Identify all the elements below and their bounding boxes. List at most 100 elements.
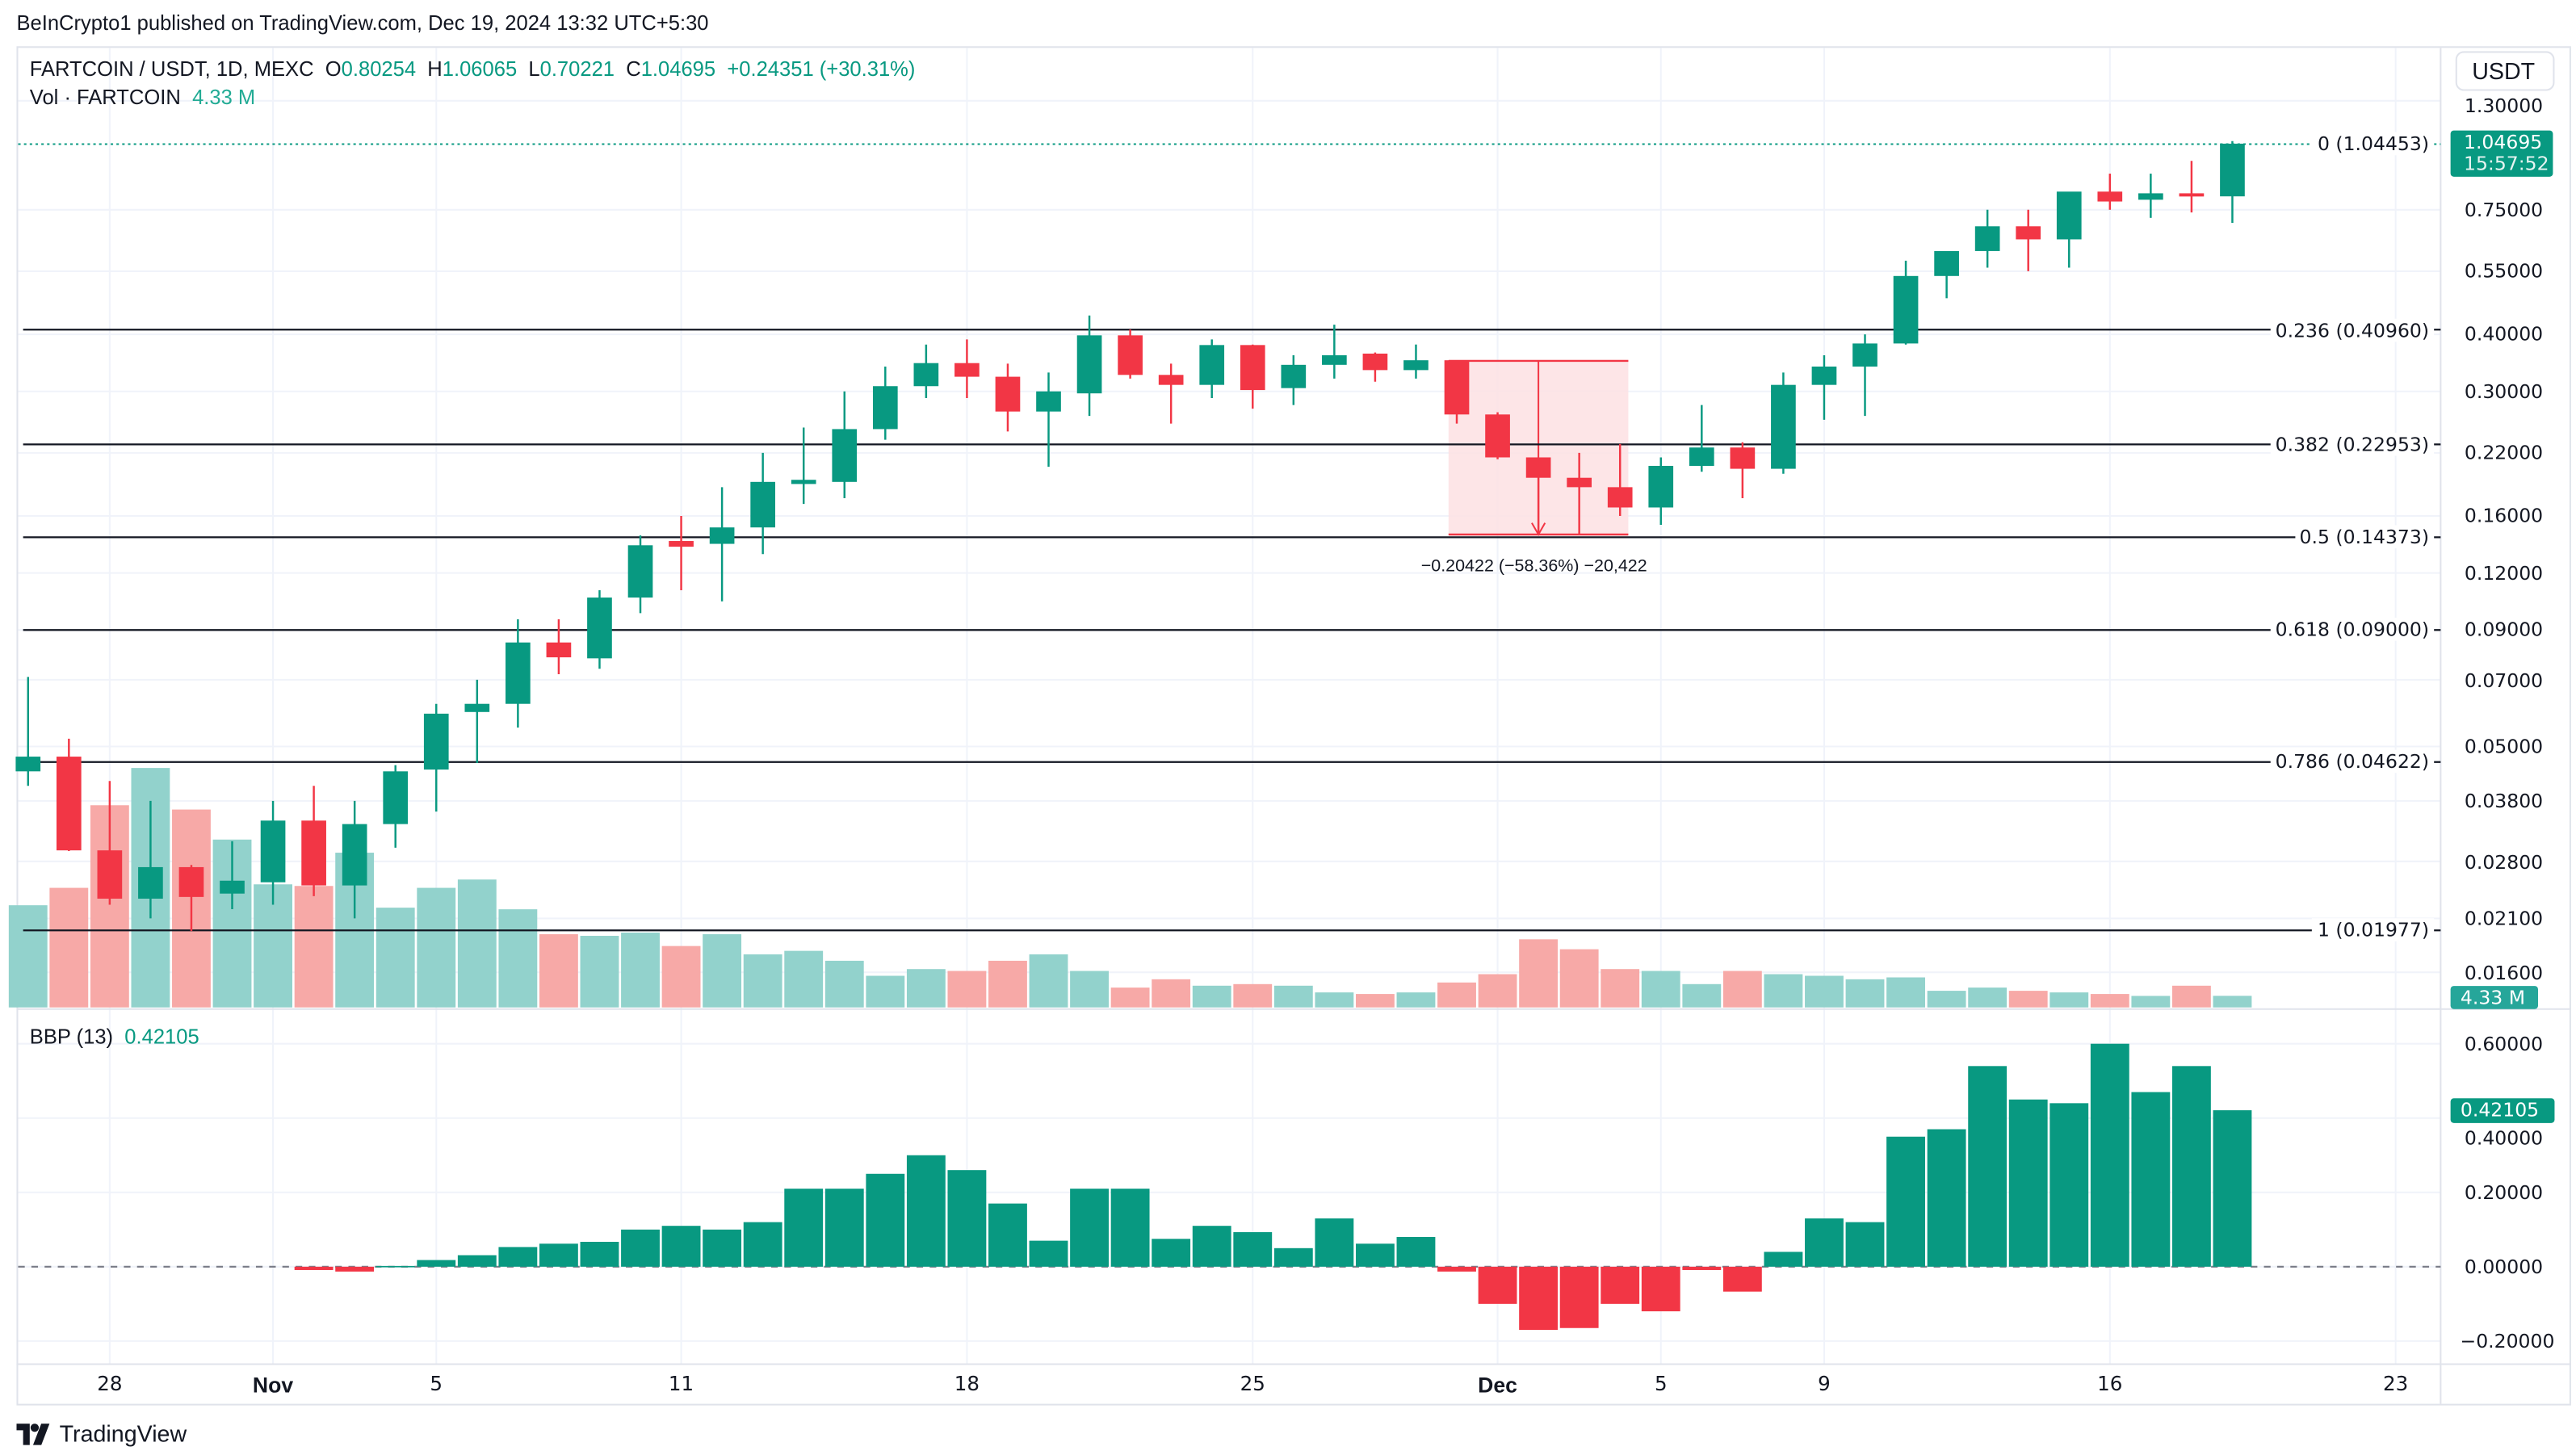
tradingview-logo-icon: [16, 1423, 50, 1445]
volume-bar: [1355, 994, 1395, 1008]
price-tick-label: 0.12000: [2464, 561, 2544, 585]
candle: [56, 738, 82, 852]
volume-bar: [1927, 991, 1966, 1008]
bbp-bar: [2131, 1092, 2171, 1267]
candle-body: [2138, 193, 2163, 200]
bbp-bar: [457, 1255, 497, 1267]
volume-bar: [784, 950, 824, 1008]
candle: [423, 703, 449, 812]
volume-bar: [1110, 987, 1150, 1008]
candle: [138, 800, 163, 919]
candle: [587, 589, 612, 669]
candle-body: [56, 757, 82, 851]
volume-bar: [906, 969, 946, 1008]
price-tick-label: 0.16000: [2464, 504, 2544, 528]
candle-body: [2097, 191, 2123, 202]
candle: [506, 618, 531, 728]
bbp-bar: [1805, 1218, 1844, 1267]
bbp-bar: [294, 1266, 334, 1270]
candle-body: [1567, 477, 1592, 488]
price-tick-label: 0.03800: [2464, 789, 2544, 813]
candle-body: [97, 850, 123, 899]
volume-bar: [1273, 985, 1313, 1008]
bbp-bar: [2213, 1110, 2252, 1267]
candle-body: [627, 545, 653, 598]
price-tick-label: 0.05000: [2464, 735, 2544, 758]
volume-bar: [2171, 985, 2211, 1008]
volume-bar: [254, 884, 292, 1008]
time-tick-label: 18: [954, 1372, 980, 1396]
candle: [1567, 452, 1592, 535]
volume-label[interactable]: Vol · FARTCOIN: [29, 86, 181, 109]
volume-bar: [580, 936, 619, 1008]
bbp-bar: [1764, 1252, 1803, 1267]
price-tick-label: 0.01600: [2464, 960, 2544, 984]
volume-bar: [417, 887, 456, 1008]
volume-bar: [498, 909, 538, 1008]
candle-body: [872, 386, 898, 430]
bbp-tick-label: 0.20000: [2464, 1180, 2544, 1205]
candle-body: [2016, 226, 2041, 240]
volume-bar: [539, 934, 578, 1008]
candle-body: [546, 642, 572, 658]
volume-bar: [1886, 977, 1925, 1008]
candle-body: [220, 880, 245, 894]
volume-bar: [1070, 971, 1109, 1008]
open-value: 0.80254: [341, 57, 417, 82]
volume-bar: [1845, 979, 1885, 1008]
open-label: O: [325, 57, 342, 82]
bbp-bar: [743, 1222, 782, 1267]
candle-body: [383, 771, 409, 824]
candle: [954, 339, 980, 399]
candle-body: [995, 376, 1021, 412]
candle: [15, 677, 41, 786]
volume-bar: [661, 946, 701, 1008]
price-tick-label: 0.55000: [2464, 259, 2544, 283]
candle: [1893, 260, 1919, 345]
candle-body: [1240, 345, 1265, 391]
candle-body: [1893, 275, 1919, 344]
bbp-bar: [784, 1189, 824, 1267]
candle: [913, 344, 939, 399]
currency-button[interactable]: USDT: [2455, 51, 2555, 91]
candle-body: [1771, 384, 1796, 469]
candle: [1444, 360, 1470, 424]
volume-bar: [2090, 994, 2129, 1008]
bbp-bar: [1192, 1226, 1231, 1267]
bbp-bar: [1601, 1266, 1640, 1304]
bbp-bar: [1927, 1129, 1966, 1267]
bbp-bar: [1478, 1266, 1517, 1304]
candle: [832, 391, 858, 499]
candle-body: [587, 598, 612, 659]
candle-body: [1118, 335, 1143, 375]
price-tick-label: 0.22000: [2464, 441, 2544, 465]
symbol-name[interactable]: FARTCOIN / USDT, 1D, MEXC: [29, 57, 314, 82]
candle-body: [1525, 457, 1551, 478]
bbp-bar: [375, 1265, 415, 1268]
candle-body: [301, 820, 326, 886]
candle-body: [709, 527, 735, 544]
bbp-bar: [1233, 1232, 1273, 1267]
candle-body: [260, 820, 286, 883]
time-tick-label: 5: [1654, 1372, 1668, 1396]
fib-level-label: 0 (1.04453): [2312, 132, 2435, 156]
bbp-label[interactable]: BBP (13): [29, 1025, 114, 1049]
volume-bar: [1152, 979, 1191, 1008]
volume-legend: Vol · FARTCOIN 4.33 M: [30, 86, 255, 109]
volume-tag: 4.33 M: [2450, 986, 2539, 1009]
candle-body: [1158, 375, 1184, 385]
candle-body: [1199, 345, 1225, 385]
low-value: 0.70221: [539, 57, 615, 82]
publisher-line: BeInCrypto1 published on TradingView.com…: [16, 11, 709, 35]
close-label: C: [626, 57, 641, 82]
candle: [1281, 354, 1307, 405]
measurement-label: −0.20422 (−58.36%) −20,422: [1420, 556, 1647, 577]
candle: [1403, 344, 1429, 379]
volume-bar: [1722, 971, 1762, 1008]
volume-bar: [1805, 975, 1844, 1008]
candle: [464, 679, 490, 763]
volume-bar: [2049, 992, 2089, 1008]
candle: [1607, 443, 1633, 517]
tradingview-logo[interactable]: TradingView: [16, 1420, 187, 1447]
